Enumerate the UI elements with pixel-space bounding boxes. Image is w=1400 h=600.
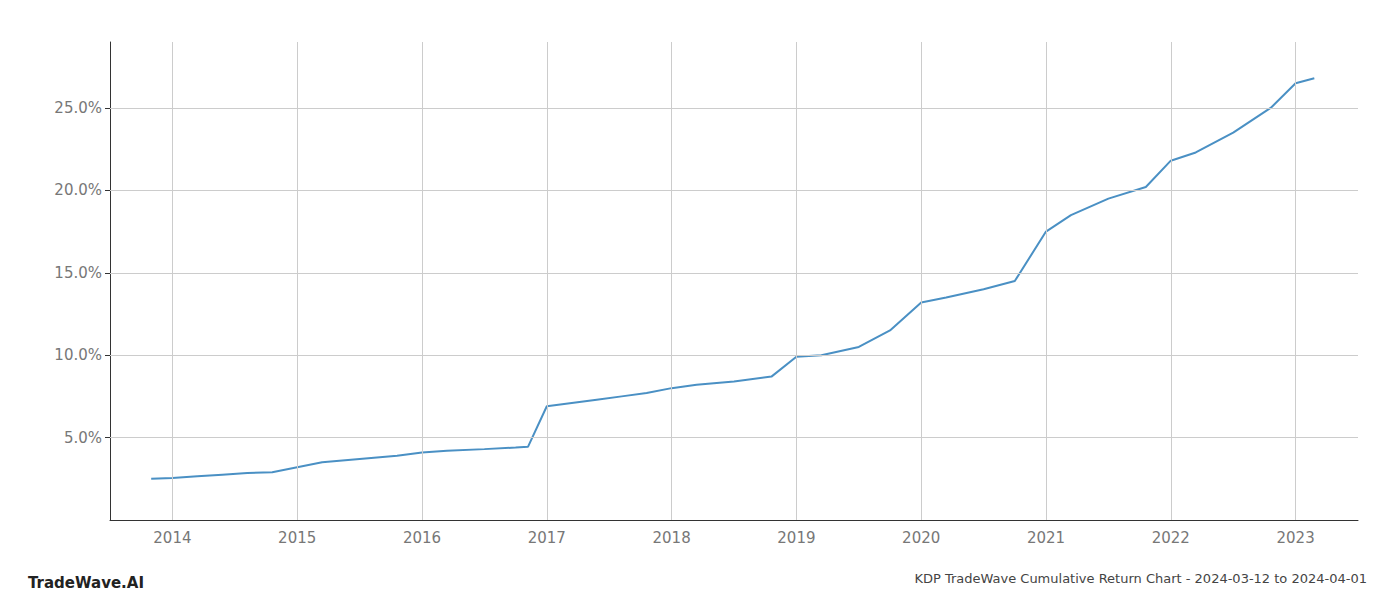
svg-text:2021: 2021 [1027,529,1065,547]
svg-text:TradeWave.AI: TradeWave.AI [28,574,144,592]
svg-text:2018: 2018 [653,529,691,547]
svg-text:2023: 2023 [1277,529,1315,547]
svg-text:2020: 2020 [902,529,940,547]
svg-text:20.0%: 20.0% [54,181,102,199]
svg-text:25.0%: 25.0% [54,99,102,117]
svg-text:2015: 2015 [278,529,316,547]
svg-text:15.0%: 15.0% [54,264,102,282]
svg-text:5.0%: 5.0% [64,429,102,447]
svg-text:KDP TradeWave Cumulative Retur: KDP TradeWave Cumulative Return Chart - … [914,571,1367,586]
svg-text:2014: 2014 [153,529,191,547]
svg-text:10.0%: 10.0% [54,346,102,364]
svg-text:2016: 2016 [403,529,441,547]
svg-text:2017: 2017 [528,529,566,547]
svg-text:2019: 2019 [777,529,815,547]
svg-text:2022: 2022 [1152,529,1190,547]
